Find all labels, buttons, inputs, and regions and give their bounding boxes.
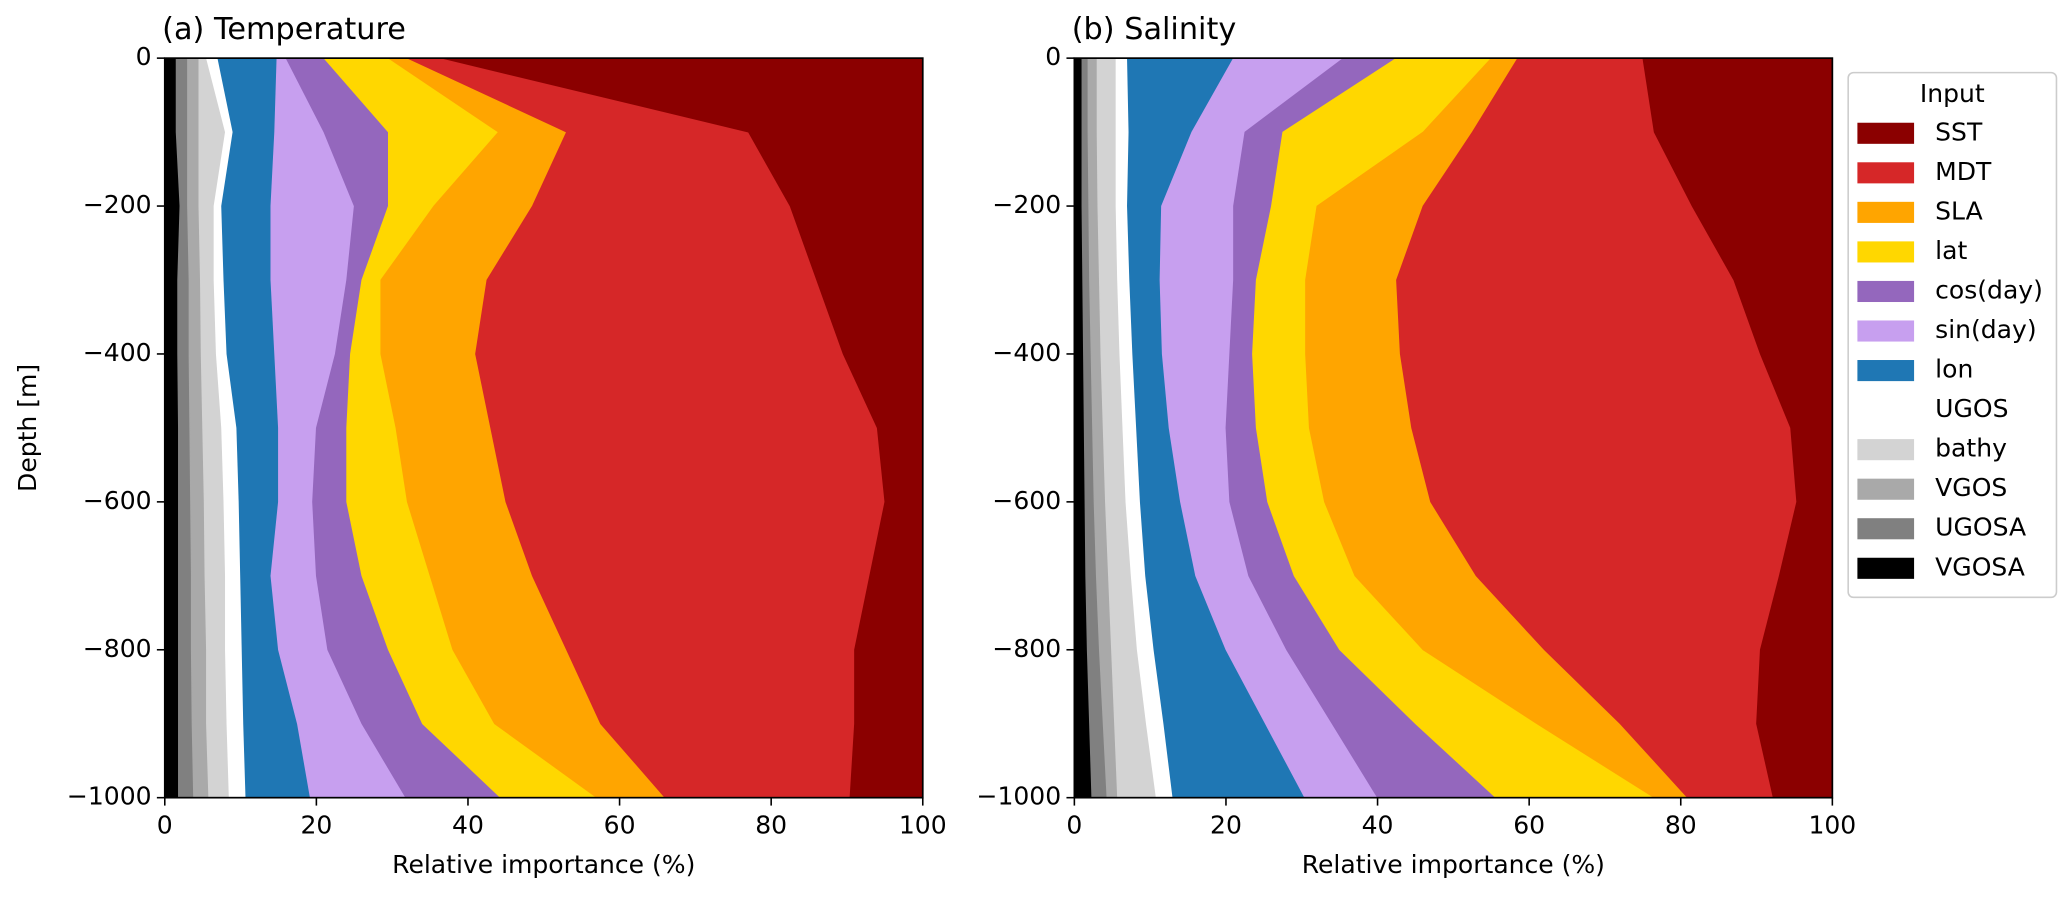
y-tick-label: −800 <box>992 634 1061 663</box>
legend-label: lon <box>1935 355 1973 384</box>
legend-label: SST <box>1935 117 1983 146</box>
x-tick-label: 80 <box>1665 811 1697 840</box>
y-tick-label: 0 <box>136 42 152 71</box>
legend-label: sin(day) <box>1935 315 2036 344</box>
x-tick-label: 20 <box>1210 811 1242 840</box>
plot-area <box>1073 57 1833 799</box>
legend: Input SST MDT SLA lat cos(day) sin(day) lon UGO… <box>1847 71 2058 599</box>
x-axis-label: Relative importance (%) <box>392 850 695 879</box>
legend-swatch <box>1857 360 1915 382</box>
legend-swatch <box>1857 399 1915 421</box>
x-tick-label: 80 <box>755 811 787 840</box>
legend-swatch <box>1857 557 1915 579</box>
legend-swatch <box>1857 122 1915 144</box>
legend-title: Input <box>1920 79 1985 108</box>
y-tick-label: −400 <box>83 338 152 367</box>
chart-title: (b) Salinity <box>1072 12 1237 47</box>
legend-swatch <box>1857 518 1915 540</box>
y-tick-label: −1000 <box>67 782 152 811</box>
y-tick-label: 0 <box>1045 42 1061 71</box>
legend-swatch <box>1857 478 1915 500</box>
legend-label: lat <box>1935 236 1967 265</box>
y-tick-label: −400 <box>992 338 1061 367</box>
y-tick-label: −800 <box>83 634 152 663</box>
x-tick-label: 20 <box>300 811 332 840</box>
x-tick-label: 0 <box>1066 811 1082 840</box>
y-tick-label: −200 <box>83 190 152 219</box>
legend-label: bathy <box>1935 434 2007 463</box>
y-tick-label: −600 <box>992 486 1061 515</box>
x-tick-label: 60 <box>604 811 636 840</box>
legend-swatch <box>1857 439 1915 461</box>
x-tick-label: 60 <box>1513 811 1545 840</box>
legend-label: cos(day) <box>1935 275 2043 304</box>
y-tick-label: −200 <box>992 190 1061 219</box>
legend-label: MDT <box>1935 157 1992 186</box>
legend-swatch <box>1857 201 1915 223</box>
y-axis-label: Depth [m] <box>13 364 42 492</box>
legend-label: UGOSA <box>1935 513 2026 542</box>
x-tick-label: 40 <box>452 811 484 840</box>
legend-label: SLA <box>1935 196 1983 225</box>
x-tick-label: 0 <box>157 811 173 840</box>
chart-title: (a) Temperature <box>162 12 406 47</box>
plot-area <box>164 57 924 799</box>
x-tick-label: 100 <box>1808 811 1856 840</box>
legend-swatch <box>1857 241 1915 263</box>
y-tick-label: −1000 <box>976 782 1061 811</box>
axes-frame <box>1073 57 1834 799</box>
legend-label: VGOS <box>1935 473 2007 502</box>
x-tick-label: 40 <box>1362 811 1394 840</box>
x-axis-label: Relative importance (%) <box>1302 850 1605 879</box>
legend-swatch <box>1857 280 1915 303</box>
y-tick-label: −600 <box>83 486 152 515</box>
legend-label: UGOS <box>1935 394 2008 423</box>
legend-swatch <box>1857 320 1915 342</box>
legend-label: VGOSA <box>1935 552 2025 581</box>
x-tick-label: 100 <box>899 811 947 840</box>
legend-swatch <box>1857 162 1915 184</box>
axes-frame <box>163 57 924 799</box>
